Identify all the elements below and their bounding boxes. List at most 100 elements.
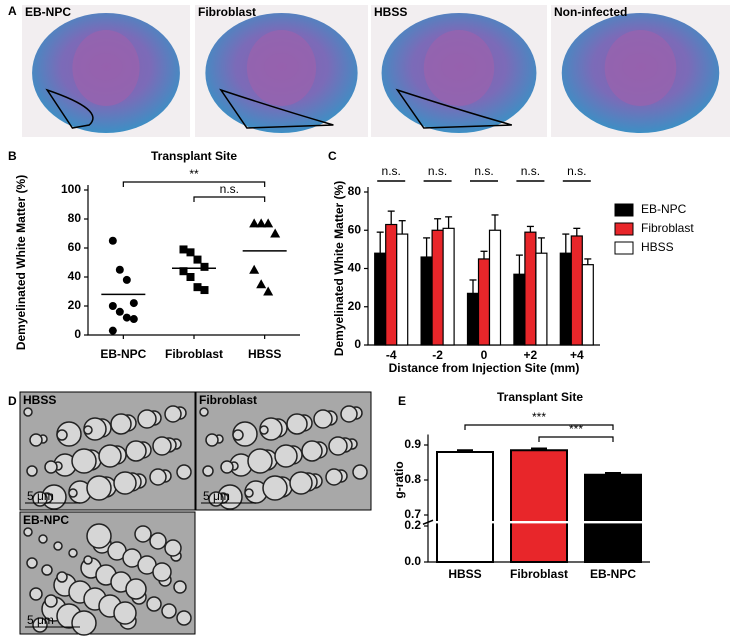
data-point — [122, 313, 131, 322]
axon — [44, 594, 58, 608]
axon — [205, 433, 219, 447]
axon — [98, 444, 122, 468]
x-axis-label: Distance from Injection Site (mm) — [389, 361, 580, 375]
bar — [584, 473, 642, 563]
axon — [23, 407, 33, 417]
data-point — [256, 218, 267, 228]
x-tick-label: EB-NPC — [100, 347, 146, 361]
annotation: n.s. — [428, 164, 447, 178]
data-point — [249, 218, 260, 228]
image-label: HBSS — [23, 393, 56, 407]
axon — [328, 436, 348, 456]
sig-label: ** — [189, 167, 199, 181]
annotation: n.s. — [567, 164, 586, 178]
bar — [396, 233, 409, 346]
axon — [232, 429, 244, 441]
y-tick-label: 60 — [68, 240, 82, 254]
grey-matter — [72, 30, 140, 106]
y-tick-label: 0.7 — [404, 507, 421, 521]
x-tick-label: 0 — [481, 348, 488, 362]
bar — [385, 223, 398, 346]
data-point — [108, 236, 117, 245]
axon — [149, 532, 167, 550]
x-tick-label: EB-NPC — [590, 567, 636, 581]
data-point — [263, 218, 274, 228]
axon — [152, 436, 172, 456]
image-label: Non-infected — [554, 5, 627, 19]
data-point — [129, 299, 138, 308]
annotation: n.s. — [474, 164, 493, 178]
sig-bracket — [538, 436, 614, 442]
scale-label: 5 μm — [27, 613, 54, 627]
bar-break-gap — [509, 521, 569, 524]
data-point — [186, 248, 195, 257]
lesion-outline — [395, 88, 513, 129]
data-point — [263, 286, 274, 296]
x-tick-label: HBSS — [448, 567, 481, 581]
axon — [161, 603, 177, 619]
legend-label: EB-NPC — [641, 202, 687, 216]
y-tick-label: 80 — [68, 211, 82, 225]
axon — [41, 564, 53, 576]
axon — [68, 548, 78, 558]
bar — [510, 449, 568, 563]
axon — [113, 471, 137, 495]
bar — [466, 292, 480, 346]
sig-bracket — [122, 181, 266, 187]
bar — [570, 235, 583, 346]
y-tick-label: 0.9 — [404, 437, 421, 451]
panel-label: B — [8, 149, 17, 163]
data-point — [200, 286, 209, 295]
axon — [56, 429, 68, 441]
x-tick-label: HBSS — [248, 347, 281, 361]
grey-matter — [246, 30, 317, 106]
axon — [26, 557, 38, 569]
data-point — [270, 228, 281, 238]
bar-break-gap — [583, 521, 643, 524]
legend-label: HBSS — [641, 240, 674, 254]
bar-break-gap — [435, 521, 495, 524]
data-point — [186, 273, 195, 281]
y-tick-label: 40 — [68, 269, 82, 283]
x-tick-label: Fibroblast — [165, 347, 223, 361]
chart-title: Transplant Site — [151, 149, 237, 163]
bar — [581, 264, 594, 346]
axon — [68, 488, 78, 498]
axon — [176, 464, 192, 480]
axon — [83, 555, 93, 565]
axon — [152, 562, 172, 582]
axon — [274, 444, 298, 468]
annotation: n.s. — [382, 164, 401, 178]
x-tick-label: +2 — [524, 348, 538, 362]
y-tick-label: 20 — [68, 298, 82, 312]
axon — [164, 539, 182, 557]
axon — [199, 407, 209, 417]
data-point — [256, 279, 267, 289]
axon — [86, 523, 112, 549]
bar — [477, 258, 491, 346]
image-label: EB-NPC — [25, 5, 71, 19]
sig-label: *** — [532, 410, 546, 424]
bar — [374, 252, 387, 346]
axon — [56, 571, 68, 583]
image-label: EB-NPC — [23, 513, 69, 527]
scale-label: 5 μm — [27, 489, 54, 503]
legend-swatch — [614, 222, 634, 236]
data-point — [200, 262, 209, 271]
data-point — [108, 302, 117, 310]
axon — [125, 440, 147, 462]
y-tick-label: 0.0 — [404, 554, 421, 568]
legend-label: Fibroblast — [641, 221, 694, 235]
image-label: Fibroblast — [199, 393, 257, 407]
y-axis-label: Demyelinated White Matter (%) — [14, 175, 28, 350]
axon — [220, 460, 234, 474]
axon — [352, 464, 368, 480]
x-tick-label: +4 — [570, 348, 584, 362]
lesion-outline — [45, 88, 94, 129]
axon — [301, 440, 323, 462]
axon — [86, 475, 112, 501]
axon — [29, 587, 43, 601]
bar — [488, 229, 502, 346]
bar — [431, 229, 444, 346]
